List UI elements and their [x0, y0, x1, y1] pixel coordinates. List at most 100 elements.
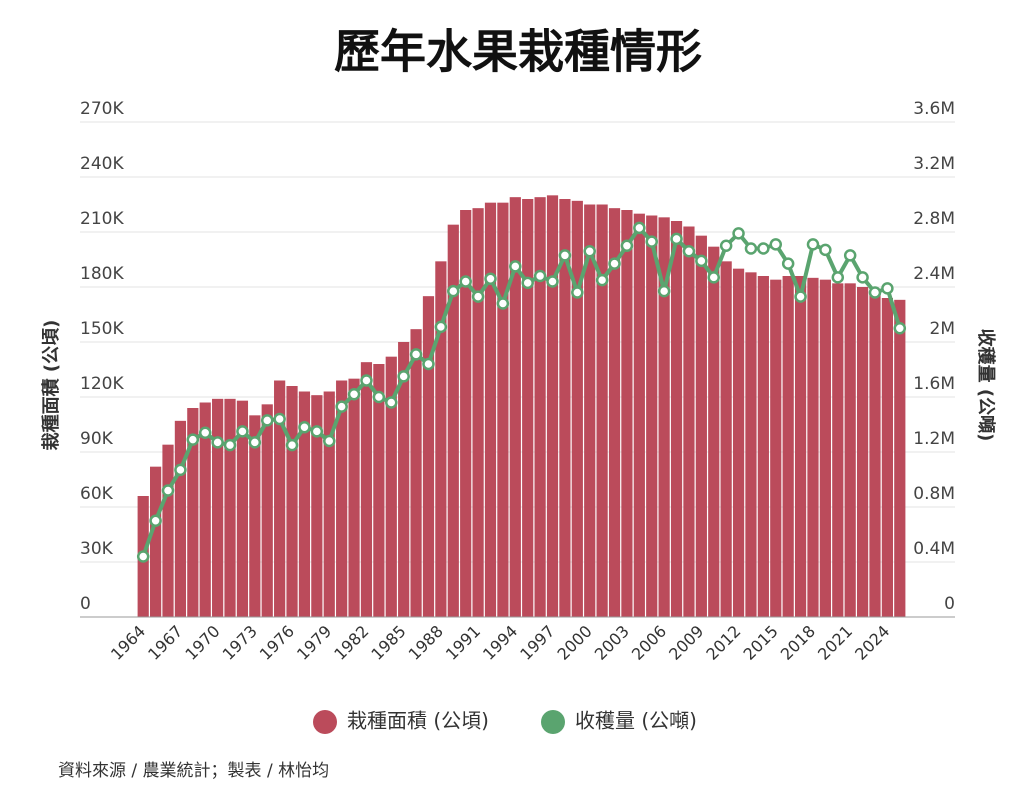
- y2-tick-label: 0.4M: [913, 539, 955, 559]
- bar: [460, 210, 472, 617]
- bar: [398, 342, 410, 617]
- bar: [807, 277, 819, 617]
- bar: [856, 287, 869, 617]
- line-marker: [509, 260, 522, 273]
- line-marker: [186, 433, 200, 446]
- line-marker: [211, 436, 224, 449]
- bar: [311, 395, 323, 617]
- line-marker: [223, 438, 237, 452]
- x-tick-label: 1964: [107, 622, 149, 664]
- bar: [385, 356, 397, 617]
- y-tick-label: 210K: [80, 209, 124, 229]
- x-tick-label: 1970: [181, 622, 223, 664]
- y-tick-label: 90K: [80, 429, 114, 449]
- bar: [249, 415, 261, 617]
- line-marker: [769, 238, 783, 251]
- chart-title: 歷年水果栽種情形: [334, 25, 702, 79]
- x-tick-label: 1988: [405, 622, 447, 664]
- line-marker: [323, 434, 336, 448]
- y-axis-title: 栽種面積 (公頃): [40, 320, 62, 451]
- bar: [658, 217, 670, 618]
- line-marker: [732, 227, 745, 240]
- line-marker: [806, 238, 820, 251]
- bar: [484, 202, 497, 617]
- y-tick-label: 270K: [80, 99, 124, 119]
- line-marker: [260, 414, 274, 427]
- x-tick-label: 1991: [442, 622, 484, 664]
- line-marker: [273, 412, 286, 426]
- y-tick-label: 240K: [80, 154, 124, 174]
- bar: [298, 391, 311, 617]
- x-tick-label: 2003: [591, 622, 633, 664]
- x-tick-label: 2012: [702, 622, 744, 664]
- bar: [695, 235, 707, 617]
- x-tick-label: 2015: [740, 622, 782, 664]
- y-tick-label: 0: [80, 594, 91, 614]
- bar: [683, 226, 695, 617]
- bar: [360, 362, 373, 617]
- bar: [447, 224, 459, 617]
- line-marker: [781, 257, 795, 270]
- x-tick-label: 1973: [219, 622, 261, 664]
- bar: [422, 296, 435, 617]
- line-marker: [794, 290, 807, 303]
- line-marker: [620, 239, 634, 252]
- bar: [199, 402, 211, 617]
- bar: [410, 329, 422, 617]
- line-marker: [645, 235, 658, 248]
- y2-axis-title: 收穫量 (公噸): [975, 329, 997, 442]
- bar: [212, 398, 224, 617]
- x-tick-label: 2000: [554, 622, 596, 664]
- bar: [608, 208, 621, 617]
- line-marker: [893, 322, 907, 335]
- bar: [509, 197, 521, 617]
- legend-swatch: [541, 710, 565, 734]
- x-tick-label: 1985: [367, 622, 409, 664]
- bar: [881, 298, 893, 617]
- line-marker: [409, 348, 423, 361]
- bar: [286, 386, 298, 617]
- line-marker: [459, 275, 472, 288]
- line-marker: [595, 273, 609, 287]
- line-marker: [347, 388, 361, 401]
- bar: [782, 276, 794, 617]
- bar: [534, 197, 546, 617]
- line-marker: [471, 290, 485, 303]
- line-marker: [881, 282, 894, 295]
- line-marker: [583, 245, 596, 258]
- bar: [571, 200, 583, 618]
- line-marker: [174, 463, 187, 477]
- bar: [894, 299, 906, 617]
- line-marker: [868, 286, 882, 299]
- x-tick-label: 1967: [144, 622, 186, 664]
- legend-label: 栽種面積 (公頃): [347, 709, 489, 733]
- line-marker: [521, 276, 534, 290]
- bar: [546, 195, 559, 618]
- line-marker: [682, 245, 696, 258]
- bar: [794, 276, 807, 617]
- x-tick-label: 2024: [851, 622, 893, 664]
- line-marker: [447, 284, 460, 298]
- bar: [757, 276, 769, 617]
- y2-tick-label: 3.2M: [913, 154, 955, 174]
- line-marker: [546, 275, 559, 288]
- line-marker: [161, 484, 175, 497]
- line-marker: [695, 254, 708, 268]
- line-marker: [819, 243, 832, 257]
- line-marker: [136, 550, 150, 563]
- bar: [522, 199, 534, 617]
- y-tick-label: 180K: [80, 264, 124, 284]
- y2-tick-label: 2.4M: [913, 264, 955, 284]
- bar: [770, 279, 782, 617]
- bar: [720, 261, 732, 617]
- line-marker: [757, 242, 770, 255]
- x-tick-label: 1976: [256, 622, 298, 664]
- x-tick-label: 1997: [516, 622, 558, 664]
- x-tick-label: 2006: [628, 622, 670, 664]
- line-marker: [558, 249, 572, 262]
- y-tick-label: 30K: [80, 539, 114, 559]
- bar: [596, 204, 608, 617]
- line-marker: [843, 249, 857, 262]
- bar: [323, 391, 335, 617]
- bar: [274, 380, 286, 617]
